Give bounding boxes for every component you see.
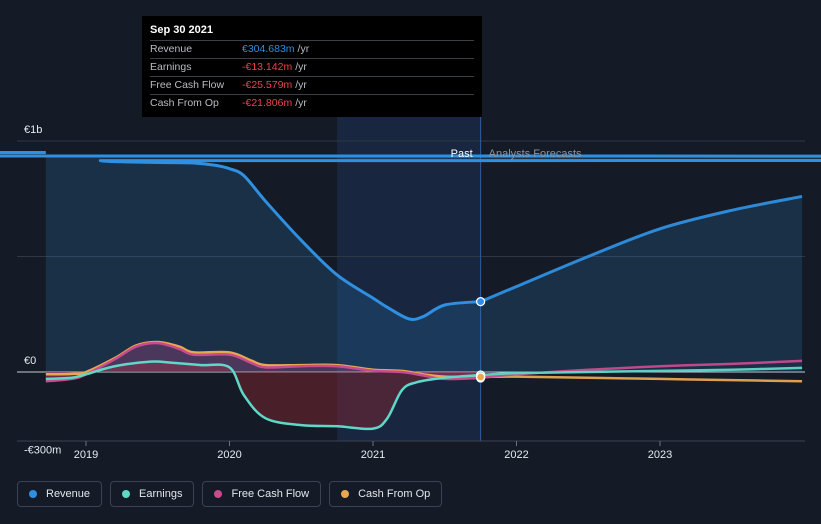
tooltip-value: -€13.142m: [242, 61, 293, 73]
legend-label: Earnings: [139, 488, 183, 500]
tooltip-label: Revenue: [150, 43, 193, 55]
past-highlight-region: [337, 117, 481, 441]
forecast-label: Analysts Forecasts: [489, 148, 582, 160]
tooltip-value: -€25.579m: [242, 79, 293, 91]
y-tick-label: €0: [24, 355, 36, 367]
series-lines: [0, 153, 821, 431]
legend: Revenue Earnings Free Cash Flow Cash Fro…: [17, 481, 443, 507]
legend-dot-icon: [214, 490, 223, 498]
tooltip-label: Earnings: [150, 61, 192, 73]
tooltip-label: Cash From Op: [150, 97, 219, 109]
axes: €1b €0 -€300m 2019 2020 2021 2022 2023 Past Analy…: [24, 124, 672, 461]
tooltip-row-earnings: Earnings -€13.142m /yr: [150, 58, 474, 76]
legend-dot-icon: [29, 490, 37, 498]
tooltip-unit: /yr: [295, 97, 307, 109]
tooltip: Sep 30 2021 Revenue €304.683m /yr Earnin…: [142, 16, 482, 117]
tooltip-value: -€21.806m: [242, 97, 293, 109]
legend-label: Free Cash Flow: [231, 488, 310, 500]
legend-label: Cash From Op: [358, 488, 431, 500]
revenue-current-marker: [475, 296, 486, 307]
tooltip-label: Free Cash Flow: [150, 79, 225, 91]
x-tick-label: 2020: [217, 449, 241, 461]
legend-item-earnings[interactable]: Earnings: [110, 481, 195, 507]
current-markers: [475, 296, 486, 383]
tooltip-row-free-cash-flow: Free Cash Flow -€25.579m /yr: [150, 76, 474, 94]
x-tick-label: 2022: [504, 449, 528, 461]
y-tick-label: -€300m: [24, 444, 61, 456]
free-cash-flow-line-past: [45, 341, 481, 383]
tooltip-row-revenue: Revenue €304.683m /yr: [150, 40, 474, 58]
tooltip-unit: /yr: [295, 61, 307, 73]
x-tick-label: 2023: [648, 449, 672, 461]
legend-item-cash-from-op[interactable]: Cash From Op: [329, 481, 443, 507]
legend-item-revenue[interactable]: Revenue: [17, 481, 103, 507]
legend-item-free-cash-flow[interactable]: Free Cash Flow: [202, 481, 322, 507]
tooltip-row-cash-from-op: Cash From Op -€21.806m /yr: [150, 94, 474, 112]
earnings-line-forecast: [480, 366, 803, 377]
earnings-line-past: [45, 360, 481, 431]
legend-label: Revenue: [46, 488, 91, 500]
tooltip-value: €304.683m: [242, 43, 295, 55]
tooltip-date: Sep 30 2021: [150, 24, 213, 36]
past-label: Past: [451, 148, 473, 160]
y-tick-label: €1b: [24, 124, 42, 136]
legend-dot-icon: [341, 490, 350, 498]
legend-dot-icon: [122, 490, 131, 498]
x-tick-label: 2021: [361, 449, 385, 461]
tooltip-unit: /yr: [297, 43, 310, 55]
cash-from-op-line-forecast: [480, 375, 803, 383]
revenue-line-forecast: [480, 194, 803, 304]
earnings-area: [45, 361, 481, 429]
tooltip-unit: /yr: [295, 79, 307, 91]
x-tick-label: 2019: [74, 449, 98, 461]
cash-from-op-current-marker: [475, 372, 486, 382]
